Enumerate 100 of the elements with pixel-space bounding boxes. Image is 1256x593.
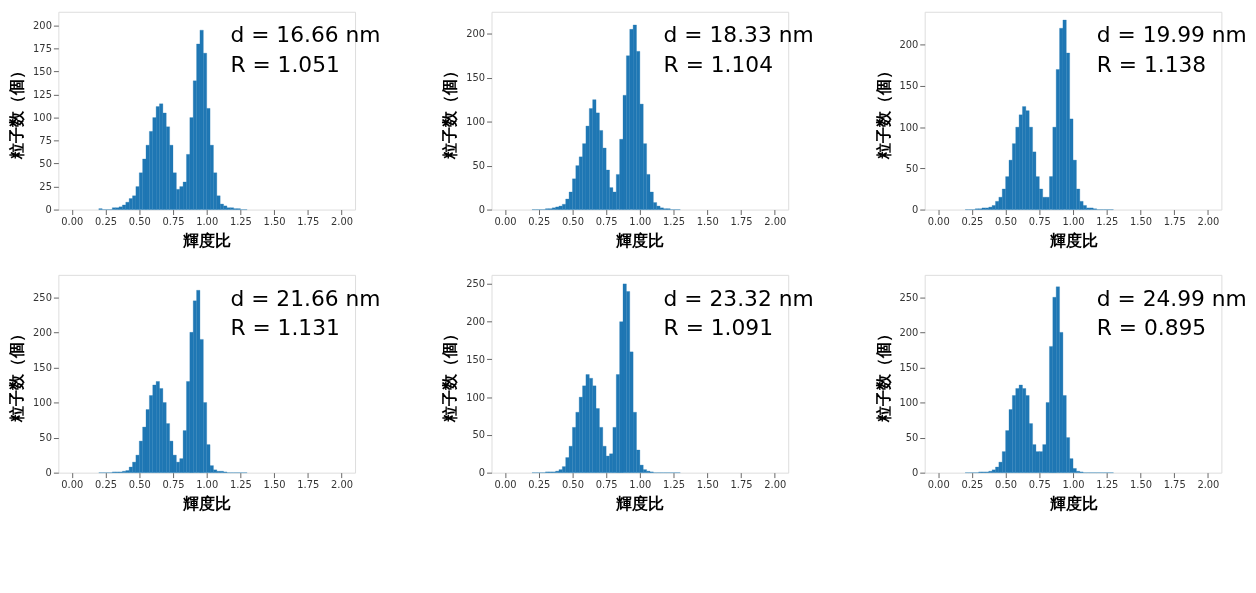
y-tick-label: 250	[33, 291, 52, 303]
x-tick-label: 0.75	[162, 478, 185, 490]
y-tick-label: 150	[466, 72, 486, 84]
x-tick-label: 1.75	[730, 215, 753, 227]
y-tick-label: 50	[39, 158, 52, 170]
x-tick-label: 0.25	[961, 478, 984, 490]
y-tick-label: 0	[45, 467, 52, 479]
x-tick-label: 0.25	[95, 478, 118, 490]
x-tick-label: 1.75	[730, 478, 753, 490]
x-tick-label: 1.75	[297, 478, 320, 490]
annotation: R = 0.895	[1096, 315, 1207, 341]
x-tick-label: 1.00	[196, 215, 219, 227]
y-tick-label: 150	[33, 66, 52, 78]
x-tick-label: 2.00	[331, 215, 354, 227]
y-tick-label: 100	[33, 112, 52, 124]
x-tick-label: 1.25	[663, 215, 686, 227]
y-tick-label: 200	[466, 316, 486, 328]
y-tick-label: 100	[466, 116, 486, 128]
x-tick-label: 1.25	[1096, 478, 1119, 490]
annotation: d = 16.66 nm	[230, 22, 381, 48]
x-axis-title: 輝度比	[182, 230, 232, 250]
y-tick-label: 50	[905, 432, 919, 444]
x-tick-label: 1.25	[229, 478, 252, 490]
y-tick-label: 50	[905, 162, 919, 174]
x-tick-label: 0.50	[995, 478, 1018, 490]
x-tick-label: 1.75	[1163, 478, 1186, 490]
x-tick-label: 2.00	[1197, 478, 1220, 490]
y-tick-label: 150	[33, 361, 52, 373]
y-tick-label: 100	[899, 396, 919, 408]
x-tick-label: 0.50	[128, 215, 151, 227]
x-tick-label: 1.25	[663, 478, 686, 490]
x-tick-label: 1.50	[1129, 478, 1152, 490]
y-axis-title: 粒子数（個）	[7, 63, 27, 161]
x-axis-title: 輝度比	[1048, 230, 1098, 250]
y-tick-label: 0	[478, 467, 486, 479]
y-tick-label: 0	[478, 204, 486, 216]
y-tick-label: 250	[899, 291, 919, 303]
y-tick-label: 200	[899, 39, 919, 51]
x-tick-label: 0.25	[528, 478, 551, 490]
x-tick-label: 1.00	[196, 478, 219, 490]
x-tick-label: 0.00	[61, 215, 84, 227]
y-tick-label: 125	[33, 89, 52, 101]
x-tick-label: 1.75	[297, 215, 320, 227]
x-axis-title: 輝度比	[1048, 493, 1098, 513]
y-tick-label: 100	[466, 391, 486, 403]
x-tick-label: 0.75	[1028, 215, 1051, 227]
x-tick-label: 1.25	[229, 215, 252, 227]
x-tick-label: 1.00	[1062, 478, 1085, 490]
x-tick-label: 0.25	[528, 215, 551, 227]
y-axis-title: 粒子数（個）	[873, 63, 893, 161]
y-tick-label: 200	[466, 28, 486, 40]
annotation: R = 1.138	[1096, 52, 1207, 78]
x-tick-label: 0.00	[927, 215, 950, 227]
y-tick-label: 200	[33, 326, 52, 338]
x-tick-label: 1.75	[1163, 215, 1186, 227]
x-tick-label: 0.50	[128, 478, 151, 490]
x-tick-label: 2.00	[331, 478, 354, 490]
x-tick-label: 1.50	[696, 215, 719, 227]
annotation: d = 23.32 nm	[663, 285, 814, 311]
y-tick-label: 75	[39, 135, 52, 147]
y-axis-title: 粒子数（個）	[873, 326, 893, 424]
x-tick-label: 1.00	[629, 478, 652, 490]
y-axis-title: 粒子数（個）	[440, 326, 460, 424]
annotation: d = 24.99 nm	[1096, 285, 1247, 311]
x-tick-label: 0.00	[927, 478, 950, 490]
x-tick-label: 1.50	[1129, 215, 1152, 227]
x-tick-label: 0.50	[995, 215, 1018, 227]
y-tick-label: 25	[39, 181, 52, 193]
y-tick-label: 250	[466, 278, 486, 290]
x-tick-label: 0.75	[595, 215, 618, 227]
x-tick-label: 0.00	[61, 478, 84, 490]
y-tick-label: 50	[472, 160, 486, 172]
x-axis-title: 輝度比	[615, 230, 665, 250]
x-tick-label: 0.75	[162, 215, 185, 227]
x-tick-label: 0.25	[95, 215, 118, 227]
y-tick-label: 50	[472, 429, 486, 441]
y-tick-label: 150	[466, 353, 486, 365]
y-axis-title: 粒子数（個）	[440, 63, 460, 161]
y-tick-label: 0	[911, 204, 919, 216]
x-tick-label: 2.00	[764, 215, 787, 227]
x-axis-title: 輝度比	[182, 493, 232, 513]
annotation: R = 1.091	[663, 315, 774, 341]
x-tick-label: 0.00	[494, 215, 517, 227]
x-tick-label: 1.00	[1062, 215, 1085, 227]
x-tick-label: 0.50	[561, 215, 584, 227]
y-tick-label: 150	[899, 80, 919, 92]
annotation: R = 1.051	[230, 52, 340, 78]
y-tick-label: 0	[911, 467, 919, 479]
x-tick-label: 0.25	[961, 215, 984, 227]
y-tick-label: 0	[45, 204, 52, 216]
annotation: d = 19.99 nm	[1096, 22, 1247, 48]
x-tick-label: 0.00	[494, 478, 517, 490]
y-axis-title: 粒子数（個）	[7, 326, 27, 424]
annotation: d = 18.33 nm	[663, 22, 814, 48]
annotation: R = 1.131	[230, 315, 340, 341]
x-tick-label: 2.00	[1197, 215, 1220, 227]
y-tick-label: 150	[899, 361, 919, 373]
x-axis-title: 輝度比	[615, 493, 665, 513]
annotation: d = 21.66 nm	[230, 285, 381, 311]
y-tick-label: 200	[33, 20, 52, 32]
